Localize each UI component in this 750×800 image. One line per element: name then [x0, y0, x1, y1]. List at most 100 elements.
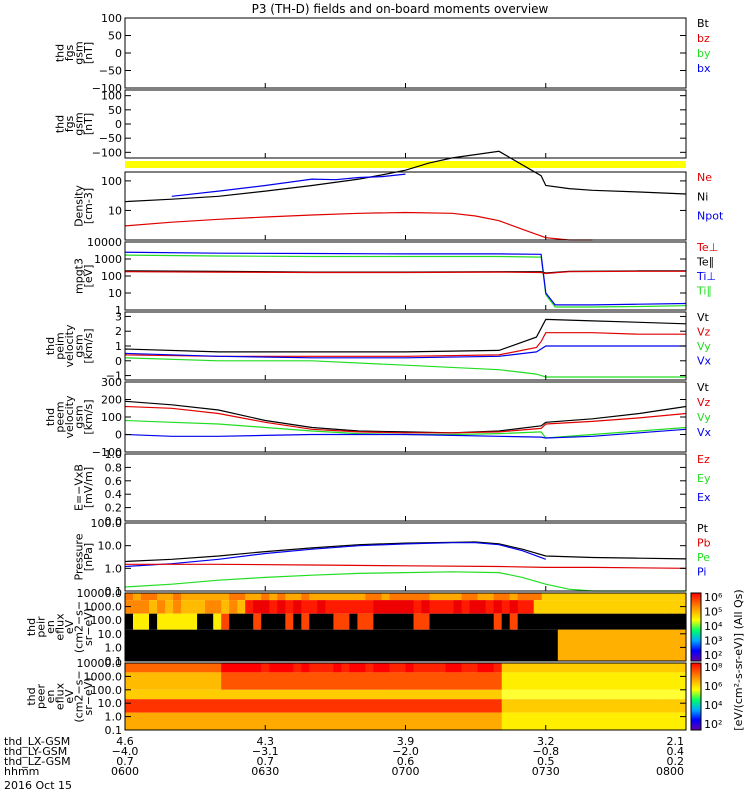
spectrogram-cell	[333, 672, 342, 690]
y-tick-label: 100.0	[91, 517, 123, 530]
y-axis-label: sr−eV)	[82, 608, 95, 646]
legend-item: Ez	[697, 453, 710, 466]
spectrogram-cell	[653, 629, 663, 661]
spectrogram-cell	[133, 600, 142, 614]
spectrogram-cell	[293, 712, 302, 730]
spectrogram-cell	[662, 629, 671, 661]
spectrogram-cell	[541, 689, 551, 700]
colorbar-tick-label: 10⁴	[704, 699, 723, 712]
spectrogram-cell	[381, 629, 391, 661]
spectrogram-cell	[317, 613, 326, 630]
spectrogram-cell	[301, 600, 310, 614]
spectrogram-cell	[325, 613, 334, 630]
spectrogram-cell	[469, 712, 479, 730]
spectrogram-cell	[637, 699, 647, 713]
spectrogram-cell	[253, 593, 262, 601]
legend-item: Vt	[697, 381, 710, 394]
labels-layer: thdfgsgsm[nT]thdfgsgsm[nT]Density[cm-3]m…	[25, 41, 95, 722]
spectrogram-cell	[125, 689, 134, 700]
y-tick-label: −100	[92, 146, 122, 159]
spectrogram-cell	[165, 613, 174, 630]
y-axis-label: thd	[25, 618, 38, 636]
spectrogram-cell	[261, 672, 270, 690]
spectrogram-cell	[621, 600, 631, 614]
spectrogram-cell	[477, 663, 487, 673]
spectrogram-cell	[269, 629, 278, 661]
x-axis-tick-label: −4.0	[112, 745, 139, 758]
spectrogram-cell	[670, 689, 679, 700]
spectrogram-cell	[429, 663, 439, 673]
spectrogram-cell	[421, 629, 431, 661]
spectrogram-cell	[453, 593, 463, 601]
spectrogram-cell	[573, 712, 583, 730]
spectrogram-cell	[245, 600, 254, 614]
spectrogram-cell	[485, 663, 495, 673]
spectrogram-cell	[357, 689, 366, 700]
spectrogram-cell	[485, 699, 495, 713]
spectrogram-cell	[469, 593, 479, 601]
spectrogram-cell	[373, 672, 382, 690]
y-axis-label: velocity	[63, 324, 76, 367]
y-axis-label: en	[44, 620, 57, 634]
spectrogram-cell	[213, 672, 222, 690]
spectrogram-cell	[509, 689, 519, 700]
spectrogram-cell	[621, 613, 631, 630]
series-line-density-Npot	[171, 173, 406, 197]
spectrogram-cell	[133, 689, 142, 700]
y-tick-label: 0	[115, 47, 122, 60]
spectrogram-cell	[670, 613, 679, 630]
spectrogram-cell	[373, 593, 382, 601]
spectrogram-cell	[165, 699, 174, 713]
spectrogram-cell	[245, 593, 254, 601]
spectrogram-cell	[637, 712, 647, 730]
spectrogram-cell	[325, 712, 334, 730]
spectrogram-cell	[437, 712, 447, 730]
spectrogram-cell	[581, 663, 591, 673]
y-tick-label: 1000.0	[84, 601, 123, 614]
spectrogram-cell	[477, 699, 487, 713]
spectrogram-cell	[613, 712, 623, 730]
y-tick-label: 0.0	[105, 515, 123, 528]
spectrogram-cell	[557, 672, 567, 690]
spectrogram-cell	[437, 663, 447, 673]
spectrogram-cell	[509, 613, 519, 630]
y-tick-label: 1	[115, 340, 122, 353]
y-tick-label: 100	[101, 270, 122, 283]
spectrogram-cell	[381, 712, 391, 730]
spectrogram-cell	[533, 699, 543, 713]
spectrogram-cell	[645, 600, 655, 614]
spectrogram-cell	[205, 712, 214, 730]
spectrogram-cell	[573, 699, 583, 713]
spectrogram-cell	[173, 629, 182, 661]
spectrogram-cell	[333, 613, 342, 630]
y-axis-label: fgs	[63, 115, 76, 132]
spectrogram-cell	[541, 613, 551, 630]
spectrogram-cell	[157, 663, 166, 673]
legend-item: Te∥	[696, 256, 714, 269]
spectrogram-cell	[421, 593, 431, 601]
spectrogram-cell	[173, 699, 182, 713]
spectrogram-cell	[549, 613, 559, 630]
spectrogram-cell	[317, 629, 326, 661]
spectrogram-cell	[237, 663, 246, 673]
spectrogram-cell	[133, 672, 142, 690]
bar-status-strip	[125, 161, 686, 168]
spectrogram-cell	[613, 672, 623, 690]
spectrogram-cell	[189, 672, 198, 690]
series-line-pressure-Pb	[125, 563, 687, 569]
spectrogram-cell	[301, 663, 310, 673]
spectrogram-cell	[381, 600, 391, 614]
spectrogram-cell	[629, 699, 639, 713]
spectrogram-cell	[581, 593, 591, 601]
spectrogram-cell	[517, 712, 527, 730]
spectrogram-cell	[461, 689, 471, 700]
spectrogram-cell	[461, 712, 471, 730]
spectrogram-cell	[133, 593, 142, 601]
spectrogram-cell	[389, 593, 399, 601]
spectrogram-cell	[469, 672, 479, 690]
spectrogram-cell	[269, 672, 278, 690]
spectrogram-cell	[277, 629, 286, 661]
spectrogram-cell	[509, 699, 519, 713]
spectrogram-cell	[341, 663, 350, 673]
spectrogram-cell	[205, 699, 214, 713]
